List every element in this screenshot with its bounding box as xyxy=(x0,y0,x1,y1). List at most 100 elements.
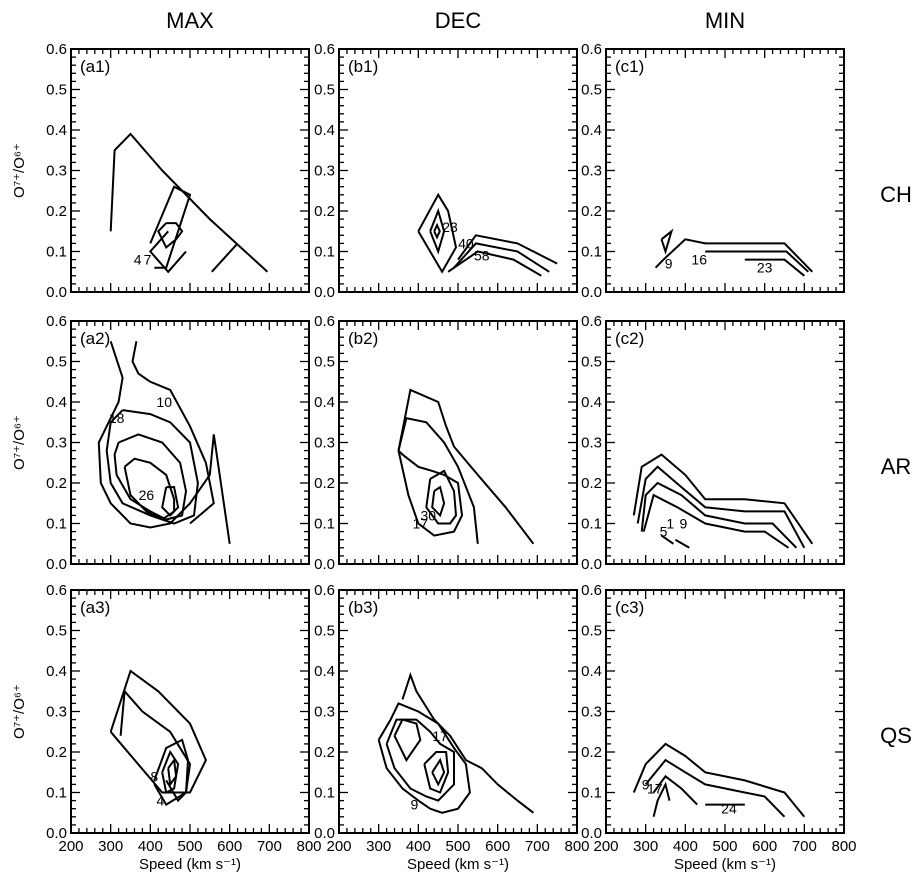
y-tick-label: 0.6 xyxy=(46,41,67,58)
contour-line xyxy=(447,250,542,277)
y-axis-label: O⁷⁺/O⁶⁺ xyxy=(11,684,28,739)
x-tick-label: 700 xyxy=(792,838,817,855)
contour-label: 9 xyxy=(410,797,418,813)
contour-line xyxy=(131,341,215,525)
x-tick-label: 700 xyxy=(525,838,550,855)
panel-frame xyxy=(338,320,578,565)
y-tick-label: 0.5 xyxy=(314,623,335,640)
contour-line xyxy=(705,250,809,273)
x-tick-label: 700 xyxy=(257,838,282,855)
contour-line xyxy=(431,757,446,787)
panel-a2: 0.0 0.1 0.2 0.3 0.4 0.5 0.6 O⁷⁺/O⁶⁺ 10 18 26 (a2) xyxy=(11,313,310,573)
y-tick-label: 0.5 xyxy=(314,82,335,99)
y-tick-label: 0.6 xyxy=(314,313,335,330)
contour-label: 17 xyxy=(647,780,663,796)
contour-line xyxy=(417,192,458,274)
y-tick-label: 0.4 xyxy=(581,663,602,680)
y-tick-label: 0.0 xyxy=(581,825,602,842)
panel-label: (a3) xyxy=(80,598,110,617)
contour-line xyxy=(423,751,450,794)
x-tick-label: 600 xyxy=(217,838,242,855)
y-tick-label: 0.5 xyxy=(581,354,602,371)
y-tick-label: 0.5 xyxy=(581,82,602,99)
contour-label: 23 xyxy=(442,219,458,235)
contour-label: 17 xyxy=(432,728,448,744)
x-tick-label: 500 xyxy=(177,838,202,855)
contour-line xyxy=(148,230,187,274)
y-tick-label: 0.6 xyxy=(46,582,67,599)
y-tick-label: 0.1 xyxy=(314,516,335,533)
contour-label: 30 xyxy=(420,507,436,523)
contour-line xyxy=(642,493,790,549)
contour-line xyxy=(161,486,180,517)
x-tick-label: 200 xyxy=(326,838,351,855)
contour-line xyxy=(431,485,446,518)
y-tick-label: 0.1 xyxy=(581,516,602,533)
y-tick-label: 0.1 xyxy=(581,244,602,261)
contour-line xyxy=(377,702,471,814)
panel-c1: 0.0 0.1 0.2 0.3 0.4 0.5 0.6 9 16 23 (c1) xyxy=(581,41,845,301)
column-title: DEC xyxy=(435,8,482,33)
contour-line xyxy=(397,417,479,544)
panel-a1: 0.0 0.1 0.2 0.3 0.4 0.5 0.6 O⁷⁺/O⁶⁺ 4 7 (a1) xyxy=(11,41,310,301)
y-tick-label: 0.5 xyxy=(314,354,335,371)
panel-label: (c2) xyxy=(615,329,644,348)
x-tick-label: 800 xyxy=(831,838,856,855)
x-axis-label: Speed (km s⁻¹) xyxy=(139,856,241,873)
y-tick-label: 0.3 xyxy=(314,704,335,721)
y-tick-label: 0.4 xyxy=(581,122,602,139)
contour-line xyxy=(123,457,176,521)
contour-line xyxy=(385,718,455,802)
y-tick-label: 0.1 xyxy=(314,785,335,802)
y-tick-label: 0.0 xyxy=(314,284,335,301)
contour-label: 8 xyxy=(150,768,158,784)
x-tick-label: 200 xyxy=(58,838,83,855)
contour-line xyxy=(632,742,806,818)
x-tick-label: 300 xyxy=(366,838,391,855)
y-tick-label: 0.3 xyxy=(314,163,335,180)
contour-line xyxy=(393,718,422,763)
contour-line xyxy=(433,222,441,240)
contour-line xyxy=(109,669,208,794)
x-tick-label: 400 xyxy=(673,838,698,855)
y-axis-label: O⁷⁺/O⁶⁺ xyxy=(11,415,28,470)
y-tick-label: 0.5 xyxy=(581,623,602,640)
panel-label: (b3) xyxy=(348,598,378,617)
contour-line xyxy=(397,388,535,545)
row-title: QS xyxy=(880,723,912,748)
y-tick-label: 0.1 xyxy=(46,244,67,261)
contour-label: 17 xyxy=(413,516,429,532)
contour-label: 9 xyxy=(642,776,650,792)
contour-line xyxy=(660,534,674,545)
y-tick-label: 0.0 xyxy=(46,284,67,301)
panel-a3: 0.0 0.1 0.2 0.3 0.4 0.5 0.6 200 300 400 500 600 700 8… xyxy=(11,582,322,873)
figure-titles: MAX DEC MIN CH AR QS xyxy=(166,8,912,748)
contour-line xyxy=(97,340,231,544)
contour-label: 9 xyxy=(665,256,673,272)
y-tick-label: 0.0 xyxy=(581,556,602,573)
panel-c2: 0.0 0.1 0.2 0.3 0.4 0.5 0.6 51 9 (c2) xyxy=(581,313,845,573)
contour-line xyxy=(640,481,798,549)
panel-frame xyxy=(338,48,578,293)
contour-line xyxy=(397,449,464,537)
panel-frame xyxy=(338,589,578,834)
contour-label: 24 xyxy=(721,801,737,817)
contour-line xyxy=(149,185,192,269)
y-tick-label: 0.3 xyxy=(581,435,602,452)
contour-line xyxy=(644,758,786,818)
y-tick-label: 0.3 xyxy=(46,435,67,452)
panel-frame xyxy=(605,320,845,565)
y-tick-label: 0.1 xyxy=(46,516,67,533)
x-tick-label: 400 xyxy=(406,838,431,855)
panel-frame xyxy=(70,320,310,565)
y-tick-label: 0.0 xyxy=(314,556,335,573)
x-tick-label: 800 xyxy=(564,838,589,855)
y-tick-label: 0.4 xyxy=(314,663,335,680)
x-tick-label: 600 xyxy=(752,838,777,855)
panel-label: (a1) xyxy=(80,57,110,76)
x-tick-label: 400 xyxy=(138,838,163,855)
contour-line xyxy=(119,688,192,806)
